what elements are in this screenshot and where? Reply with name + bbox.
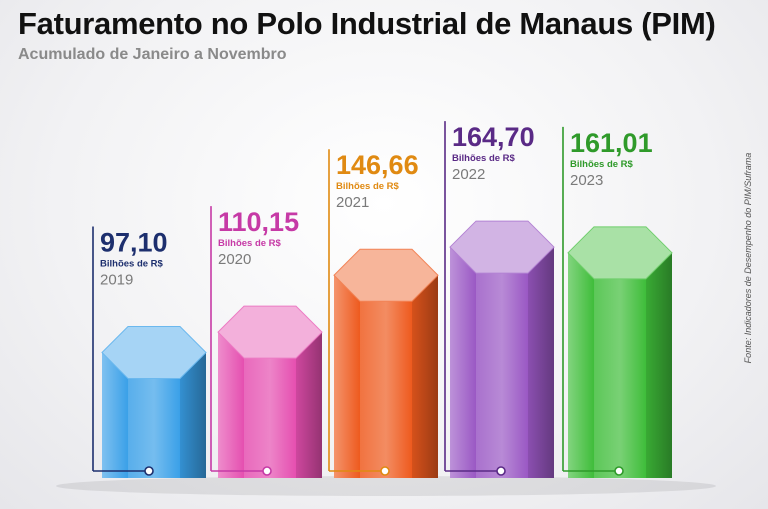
bar-face-front — [128, 378, 180, 478]
bar-top-cap — [101, 326, 207, 380]
bar-face-left — [218, 332, 244, 478]
bar-top-cap — [449, 220, 555, 274]
data-label-unit: Bilhões de R$ — [218, 238, 282, 249]
data-label-value: 97,10 — [100, 228, 168, 258]
data-label-unit: Bilhões de R$ — [452, 153, 516, 164]
chart-title: Faturamento no Polo Industrial de Manaus… — [18, 6, 716, 41]
bar-face-left — [450, 247, 476, 478]
bar-face-front — [360, 301, 412, 478]
callout-dot — [144, 466, 154, 476]
bar-face-front — [476, 273, 528, 478]
callout-dot — [380, 466, 390, 476]
data-label-value: 161,01 — [570, 128, 653, 158]
chart-floor-shadow — [56, 476, 716, 496]
category-label: 2023 — [570, 172, 603, 189]
bar-face-front — [244, 358, 296, 478]
bar-face-right — [296, 332, 322, 478]
data-label-value: 146,66 — [336, 150, 419, 180]
callout-dot — [496, 466, 506, 476]
data-label-unit: Bilhões de R$ — [100, 259, 164, 270]
category-label: 2019 — [100, 272, 133, 289]
bar-face-left — [102, 352, 128, 478]
bar-top-cap — [217, 305, 323, 359]
category-label: 2021 — [336, 194, 369, 211]
data-label-value: 110,15 — [218, 207, 299, 237]
callout-dot — [614, 466, 624, 476]
bar-top-cap — [333, 248, 439, 302]
data-label-unit: Bilhões de R$ — [570, 159, 634, 170]
category-label: 2020 — [218, 251, 251, 268]
bar-top-cap — [567, 226, 673, 280]
bar-face-right — [180, 352, 206, 478]
bar-face-right — [646, 252, 672, 478]
callout-dot — [262, 466, 272, 476]
bar-face-right — [528, 247, 554, 478]
data-label-value: 164,70 — [452, 122, 535, 152]
source-note: Fonte: Indicadores de Desempenho do PIM/… — [743, 152, 753, 364]
data-label-unit: Bilhões de R$ — [336, 181, 400, 192]
category-label: 2022 — [452, 166, 485, 183]
bar-face-left — [334, 275, 360, 478]
bar-face-left — [568, 252, 594, 478]
chart-subtitle: Acumulado de Janeiro a Novembro — [18, 46, 287, 63]
bar-face-front — [594, 278, 646, 478]
bar-face-right — [412, 275, 438, 478]
